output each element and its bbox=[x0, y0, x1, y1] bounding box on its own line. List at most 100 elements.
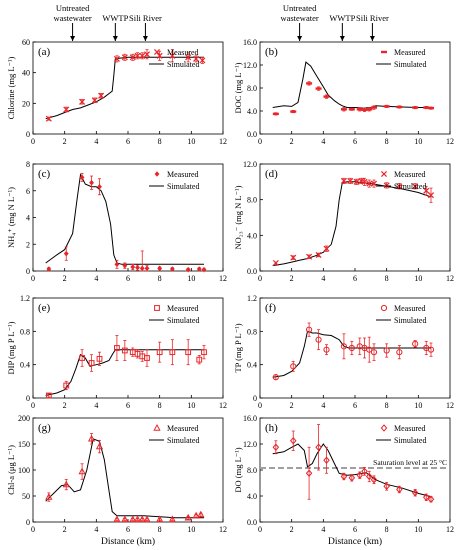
legend: Measured Simulated bbox=[149, 170, 199, 191]
measured-point bbox=[383, 347, 390, 354]
measured-point bbox=[185, 54, 192, 61]
y-tick-label: 0.4 bbox=[20, 361, 30, 370]
x-tick-label: 12 bbox=[219, 274, 227, 283]
y-tick-label: 8.0 bbox=[247, 466, 257, 475]
panel-label: (d) bbox=[265, 168, 278, 180]
site-marker-arrow-head bbox=[70, 36, 76, 41]
measured-point bbox=[380, 304, 388, 312]
y-tick-label: 150 bbox=[18, 440, 30, 449]
x-tick-label: 8 bbox=[385, 525, 389, 534]
x-tick-label: 12 bbox=[219, 401, 227, 410]
y-tick-label: 0 bbox=[26, 267, 30, 276]
legend-label-measured: Measured bbox=[394, 48, 426, 57]
site-marker: Sili River bbox=[129, 13, 162, 41]
y-axis-label: DOC (mg L⁻¹) bbox=[233, 62, 243, 113]
measured-point bbox=[370, 475, 378, 484]
plot-frame bbox=[259, 417, 451, 523]
legend-label-measured: Measured bbox=[394, 424, 426, 433]
measured-point bbox=[380, 424, 388, 432]
measured-point bbox=[356, 108, 363, 111]
measured-point bbox=[428, 106, 434, 110]
x-tick-label: 2 bbox=[63, 401, 67, 410]
site-marker-label: Untreated bbox=[56, 3, 90, 13]
measured-point bbox=[154, 171, 160, 177]
measured-point bbox=[348, 474, 356, 482]
site-marker: Sili River bbox=[356, 13, 389, 41]
measured-point bbox=[156, 349, 163, 356]
x-tick-label: 0 bbox=[31, 401, 35, 410]
y-tick-label: 0.4 bbox=[247, 361, 257, 370]
measured-point bbox=[315, 443, 322, 452]
chart-panel-a: 0 20 40 60 0 2 4 6 8 10 12 Chlorine (mg L⁻¹) (a) Meas… bbox=[6, 38, 227, 146]
measured-point bbox=[348, 108, 355, 111]
measured-point bbox=[340, 472, 348, 481]
measured-point bbox=[79, 98, 86, 105]
simulated-series-line bbox=[45, 438, 204, 519]
measured-point bbox=[412, 106, 419, 109]
y-tick-label: 4.0 bbox=[247, 231, 257, 240]
measured-point bbox=[272, 259, 279, 266]
x-tick-label: 6 bbox=[353, 137, 357, 146]
measured-point bbox=[130, 264, 136, 270]
x-tick-label: 6 bbox=[126, 137, 130, 146]
measured-point bbox=[323, 456, 330, 465]
site-marker: WWTP bbox=[329, 13, 356, 41]
measured-point bbox=[306, 253, 313, 260]
y-tick-label: 200 bbox=[18, 414, 30, 423]
measured-point bbox=[129, 515, 137, 523]
measured-point bbox=[46, 266, 52, 272]
chart-panel-b: 0.0 4.0 8.0 12.0 16.0 0 2 4 6 8 10 12 DOC (mg L⁻¹) (b… bbox=[233, 38, 454, 146]
measured-point bbox=[196, 266, 202, 272]
y-tick-label: 0 bbox=[26, 394, 30, 403]
x-tick-label: 6 bbox=[353, 274, 357, 283]
panel-label: (g) bbox=[38, 422, 51, 434]
legend-label-measured: Measured bbox=[167, 424, 199, 433]
measured-point bbox=[114, 345, 120, 351]
measured-point bbox=[323, 95, 330, 98]
x-tick-label: 0 bbox=[258, 525, 262, 534]
measured-series bbox=[272, 177, 435, 266]
panel-label: (f) bbox=[265, 302, 276, 314]
measured-point bbox=[138, 515, 146, 523]
site-marker-label: Sili River bbox=[356, 13, 389, 23]
site-marker-arrow-head bbox=[369, 36, 375, 41]
measured-series bbox=[45, 433, 205, 523]
measured-point bbox=[156, 52, 163, 59]
measured-point bbox=[347, 177, 354, 184]
measured-point bbox=[129, 54, 136, 61]
x-tick-label: 0 bbox=[258, 401, 262, 410]
x-tick-label: 8 bbox=[158, 137, 162, 146]
measured-point bbox=[290, 363, 297, 370]
measured-point bbox=[154, 305, 160, 311]
x-tick-label: 10 bbox=[414, 137, 422, 146]
measured-point bbox=[412, 183, 419, 190]
measured-point bbox=[306, 82, 313, 85]
y-tick-label: 0 bbox=[26, 130, 30, 139]
measured-point bbox=[169, 52, 176, 59]
measured-point bbox=[396, 183, 403, 190]
x-tick-label: 10 bbox=[414, 401, 422, 410]
legend-label-measured: Measured bbox=[167, 304, 199, 313]
chart-panel-d: 0.0 4.0 8.0 12.0 0 2 4 6 8 10 12 NO₂₃⁻ (mg N L⁻¹) (d… bbox=[233, 160, 454, 283]
measured-point bbox=[185, 266, 191, 273]
y-axis-label: DIP (mg P L⁻¹) bbox=[6, 321, 16, 374]
measured-point bbox=[89, 179, 94, 186]
measured-point bbox=[383, 105, 390, 108]
y-tick-label: 6 bbox=[26, 187, 30, 196]
measured-point bbox=[133, 515, 142, 523]
measured-point bbox=[290, 110, 297, 113]
measured-point bbox=[289, 436, 297, 445]
measured-point bbox=[63, 250, 69, 257]
measured-point bbox=[272, 443, 280, 452]
saturation-label: Saturation level at 25 °C bbox=[373, 458, 447, 467]
measured-point bbox=[412, 340, 419, 347]
measured-point bbox=[361, 467, 368, 476]
measured-point bbox=[63, 106, 70, 113]
simulated-series-line bbox=[272, 181, 432, 267]
measured-point bbox=[169, 349, 176, 356]
y-tick-label: 12.0 bbox=[243, 440, 257, 449]
legend-label-measured: Measured bbox=[394, 170, 426, 179]
measured-point bbox=[427, 495, 435, 504]
measured-point bbox=[361, 178, 368, 185]
